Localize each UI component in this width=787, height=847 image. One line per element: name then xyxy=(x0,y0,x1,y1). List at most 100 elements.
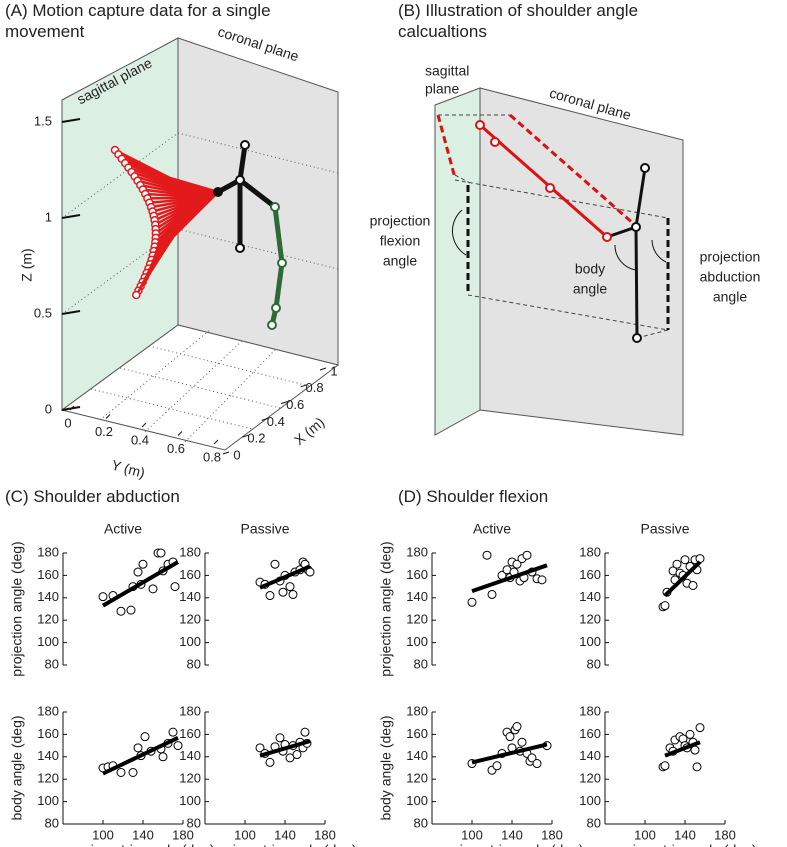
angle-label: angle xyxy=(713,289,747,305)
point xyxy=(148,584,158,594)
y-tick-label: 160 xyxy=(406,567,428,582)
y-axis-label: body angle (deg) xyxy=(9,715,25,820)
y-tick-label: 100 xyxy=(179,634,201,649)
y-axis-label: body angle (deg) xyxy=(378,715,394,820)
point xyxy=(492,761,502,771)
y-tick-label: 160 xyxy=(179,567,201,582)
plane-label: plane xyxy=(425,81,459,97)
fit-line xyxy=(471,563,548,593)
y-tick-label: 0.2 xyxy=(95,424,113,439)
point xyxy=(660,601,670,611)
y-tick-label: 160 xyxy=(37,726,59,741)
x-tick-label: 140 xyxy=(674,827,696,842)
point xyxy=(133,567,143,577)
fit-line xyxy=(102,735,179,776)
y-tick xyxy=(105,414,111,419)
y-tick-label: 140 xyxy=(37,748,59,763)
angle-label: projection xyxy=(700,249,761,265)
y-tick-label: 100 xyxy=(579,793,601,808)
y-tick-label: 120 xyxy=(37,771,59,786)
x-tick-label: 100 xyxy=(634,827,656,842)
point xyxy=(482,550,492,560)
x-tick-label: 100 xyxy=(92,827,114,842)
plane-label: sagittal xyxy=(425,63,469,79)
y-tick xyxy=(177,431,183,436)
y-tick-label: 120 xyxy=(579,771,601,786)
projection-lines xyxy=(438,114,669,339)
point xyxy=(285,753,295,763)
angle-label: angle xyxy=(573,281,607,297)
x-tick xyxy=(300,384,307,388)
reference-lines xyxy=(466,185,670,330)
y-tick-label: 140 xyxy=(579,589,601,604)
angle-label: angle xyxy=(383,253,417,269)
z-tick-label: 0.5 xyxy=(34,305,52,320)
y-tick-label: 120 xyxy=(406,771,428,786)
x-tick-label: 180 xyxy=(541,827,563,842)
panel-title: movement xyxy=(5,22,85,41)
x-axis-label: goniometric angle (deg) xyxy=(67,842,214,847)
x-tick xyxy=(242,434,249,438)
y-tick-label: 80 xyxy=(587,656,601,671)
y-tick-label: 100 xyxy=(37,793,59,808)
y-tick-label: 80 xyxy=(45,815,59,830)
y-tick-label: 80 xyxy=(45,656,59,671)
panel-title: (C) Shoulder abduction xyxy=(5,487,180,506)
y-tick-label: 140 xyxy=(179,589,201,604)
point xyxy=(685,729,695,739)
x-tick xyxy=(222,451,230,455)
point xyxy=(170,582,180,592)
chart-title: Active xyxy=(104,521,142,537)
arm-pose xyxy=(135,191,219,296)
point xyxy=(695,554,705,564)
y-tick-label: 180 xyxy=(179,544,201,559)
y-tick-label: 80 xyxy=(414,815,428,830)
y-tick-label: 140 xyxy=(179,748,201,763)
x-tick-label: 140 xyxy=(501,827,523,842)
y-tick-label: 100 xyxy=(406,634,428,649)
y-tick-label: 140 xyxy=(406,589,428,604)
y-axis-label: projection angle (deg) xyxy=(9,541,25,676)
point xyxy=(128,767,138,777)
y-tick-label: 180 xyxy=(406,703,428,718)
point xyxy=(288,589,298,599)
axis-label: Z (m) xyxy=(19,248,35,281)
y-tick-label: 180 xyxy=(406,544,428,559)
y-tick-label: 0 xyxy=(64,415,71,430)
angle-label: projection xyxy=(370,213,431,229)
y-tick-label: 120 xyxy=(179,612,201,627)
point xyxy=(270,559,280,569)
z-tick xyxy=(61,310,81,315)
left-arm xyxy=(269,206,285,326)
x-tick-label: 0 xyxy=(233,447,240,462)
y-tick-label: 80 xyxy=(187,656,201,671)
y-tick-label: 180 xyxy=(579,544,601,559)
y-tick-label: 160 xyxy=(406,726,428,741)
chart-title: Passive xyxy=(640,521,689,537)
panel-title: (A) Motion capture data for a single xyxy=(5,1,271,20)
y-tick xyxy=(213,439,219,445)
x-tick-label: 0.8 xyxy=(306,380,324,395)
y-tick-label: 80 xyxy=(587,815,601,830)
fit-line xyxy=(663,560,702,598)
grid-3d xyxy=(61,132,339,443)
point xyxy=(688,580,698,590)
point xyxy=(278,587,288,597)
z-tick-label: 0 xyxy=(45,401,52,416)
y-tick-label: 120 xyxy=(406,612,428,627)
point xyxy=(265,757,275,767)
x-axis-label: goniometric angle (deg) xyxy=(436,842,583,847)
point xyxy=(672,559,682,569)
y-tick-label: 160 xyxy=(179,726,201,741)
z-tick xyxy=(61,118,81,123)
x-axis-label: goniometric angle (deg) xyxy=(609,842,756,847)
point xyxy=(138,559,148,569)
x-tick-label: 180 xyxy=(172,827,194,842)
x-tick-label: 100 xyxy=(234,827,256,842)
x-axis-label: goniometric angle (deg) xyxy=(209,842,356,847)
point xyxy=(126,605,136,615)
chart-title: Active xyxy=(473,521,511,537)
x-tick-label: 100 xyxy=(461,827,483,842)
panel-a-drawing xyxy=(60,37,340,451)
